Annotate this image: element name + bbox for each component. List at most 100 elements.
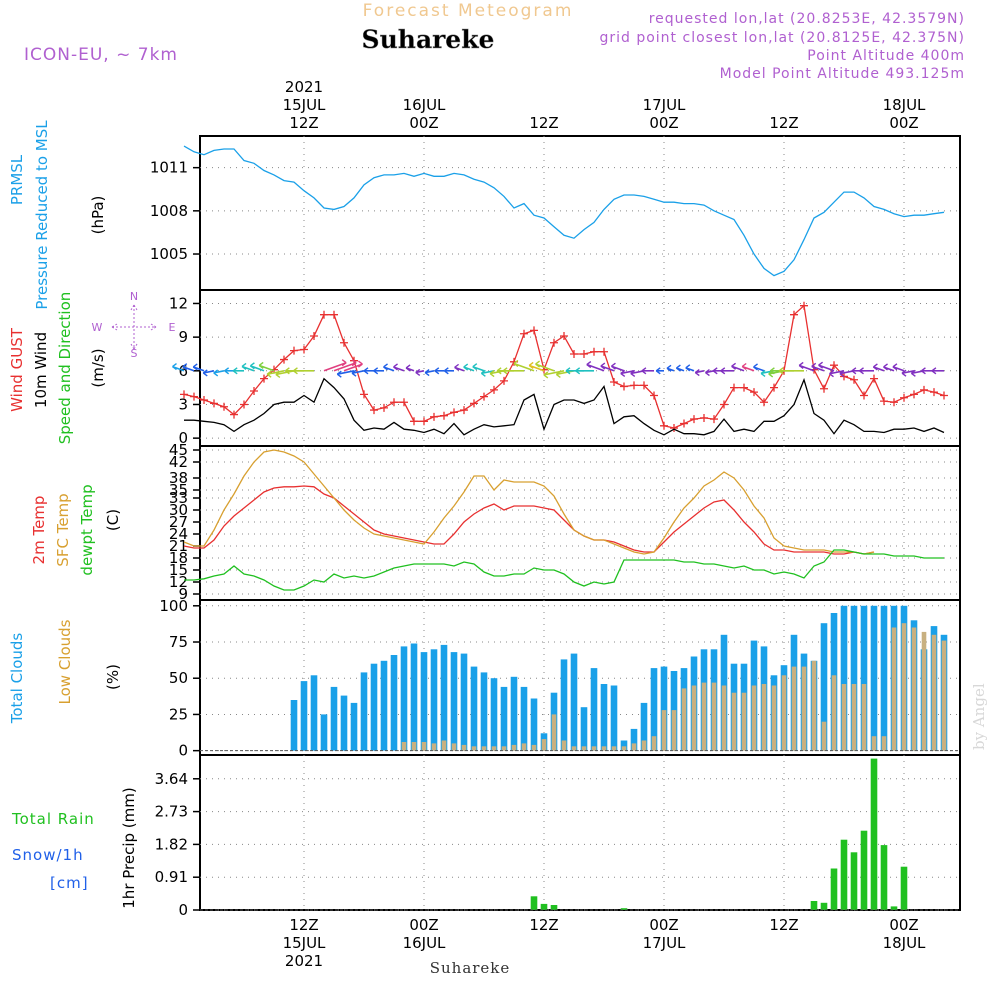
top-time-label: 17JUL — [643, 96, 686, 114]
wind-arrow-head — [565, 367, 571, 375]
wind-arrow-head — [232, 367, 238, 375]
gust-marker — [430, 412, 438, 421]
wind-arrow — [266, 370, 285, 376]
gust-marker — [390, 398, 398, 407]
wind-arrow-head — [213, 369, 219, 377]
model-name: ICON-EU, ~ 7km — [24, 45, 178, 65]
temperature-ytick-label: 35 — [169, 481, 188, 499]
wind-arrow-head — [611, 362, 616, 370]
wind-arrow-head — [720, 367, 726, 375]
clouds-bar — [591, 746, 597, 751]
gust-marker — [620, 382, 628, 391]
bottom-time-label: 00Z — [889, 916, 918, 934]
wind-arrow-head — [424, 369, 430, 377]
gust-marker — [760, 398, 768, 407]
pressure-label-unit: (hPa) — [89, 196, 107, 235]
compass-n: N — [130, 290, 138, 303]
gust-marker — [660, 421, 668, 430]
precip-bar — [620, 908, 628, 910]
wind-arrow-head — [666, 364, 672, 372]
clouds-bar — [711, 682, 717, 751]
gust-marker — [370, 406, 378, 415]
gust-marker — [570, 349, 578, 358]
temperature-ytick-label: 24 — [169, 525, 188, 543]
gust-marker — [450, 408, 458, 417]
clouds-bar — [861, 684, 867, 751]
top-time-label: 12Z — [769, 114, 798, 132]
clouds-bar — [390, 655, 398, 751]
gust-marker — [880, 397, 888, 406]
precip-bar — [860, 830, 868, 910]
precip-ytick-label: 1.82 — [155, 835, 188, 853]
clouds-bar — [421, 742, 427, 751]
top-time-label: 12Z — [529, 114, 558, 132]
pressure-ytick-label: 1011 — [150, 159, 188, 177]
clouds-bar — [570, 653, 578, 751]
clouds-bar — [510, 676, 518, 751]
product-title: Forecast Meteogram — [363, 1, 574, 21]
point-altitude: Point Altitude 400m — [807, 48, 965, 64]
clouds-ytick-label: 100 — [159, 597, 188, 615]
wind-series-line — [183, 304, 945, 429]
clouds-bar — [451, 743, 457, 751]
clouds-bar — [781, 675, 787, 751]
wind-arrow-head — [489, 370, 495, 378]
grid-point-coords: grid point closest lon,lat (20.8125E, 42… — [599, 30, 965, 46]
wind-arrow-head — [513, 359, 519, 368]
clouds-bar — [701, 682, 707, 751]
gust-marker — [240, 400, 248, 409]
clouds-bar — [860, 605, 868, 751]
gust-marker — [730, 383, 738, 392]
temp-label-2m: 2m Temp — [30, 496, 48, 565]
precip-bar — [890, 906, 898, 910]
wind-arrow-head — [351, 369, 357, 377]
gust-marker — [320, 310, 328, 319]
gust-marker — [850, 375, 858, 384]
clouds-bar — [870, 605, 878, 751]
clouds-bar — [500, 686, 508, 751]
clouds-bar — [571, 746, 577, 751]
clouds-ytick-label: 50 — [169, 669, 188, 687]
wind-arrow-head — [818, 361, 824, 369]
clouds-bar — [501, 746, 507, 751]
top-time-label: 00Z — [649, 114, 678, 132]
top-time-label: 15JUL — [283, 96, 326, 114]
wind-arrow-head — [266, 370, 272, 378]
gust-marker — [200, 395, 208, 404]
temp-label-dewpt: dewpt Temp — [78, 484, 96, 575]
top-time-label: 16JUL — [403, 96, 446, 114]
clouds-bar — [761, 684, 767, 751]
clouds-bar — [820, 623, 828, 751]
temp-label-sfc: SFC Temp — [54, 493, 72, 566]
wind-arrow-head — [172, 363, 177, 371]
wind-arrow — [535, 363, 555, 372]
gust-marker — [670, 424, 678, 433]
clouds-bar — [681, 688, 687, 751]
wind-arrow-head — [415, 368, 421, 377]
gust-marker — [300, 345, 308, 354]
wind-arrow — [333, 361, 357, 372]
wind-arrow-head — [405, 364, 411, 372]
pressure-label-prmsl: PRMSL — [8, 154, 26, 205]
bottom-time-label: 12Z — [769, 916, 798, 934]
wind-arrow — [258, 364, 275, 372]
wind-arrow-head — [851, 367, 857, 375]
wind-arrow-head — [798, 361, 804, 369]
clouds-bar — [380, 660, 388, 751]
wind-arrow-head — [769, 367, 775, 375]
wind-arrow-head — [182, 363, 188, 371]
gust-marker — [560, 332, 568, 341]
top-time-label: 18JUL — [883, 96, 926, 114]
clouds-bar — [521, 743, 527, 751]
clouds-bar — [671, 710, 677, 751]
gust-marker — [690, 415, 698, 424]
clouds-bar — [541, 739, 547, 751]
clouds-bar — [470, 666, 478, 751]
clouds-bar — [561, 740, 567, 751]
temperature-ytick-label: 33 — [169, 489, 188, 507]
top-time-label: 12Z — [289, 114, 318, 132]
temperature-series-line — [183, 449, 875, 555]
clouds-bar — [741, 692, 747, 751]
wind-arrow-head — [363, 367, 369, 375]
gust-marker — [250, 387, 258, 396]
